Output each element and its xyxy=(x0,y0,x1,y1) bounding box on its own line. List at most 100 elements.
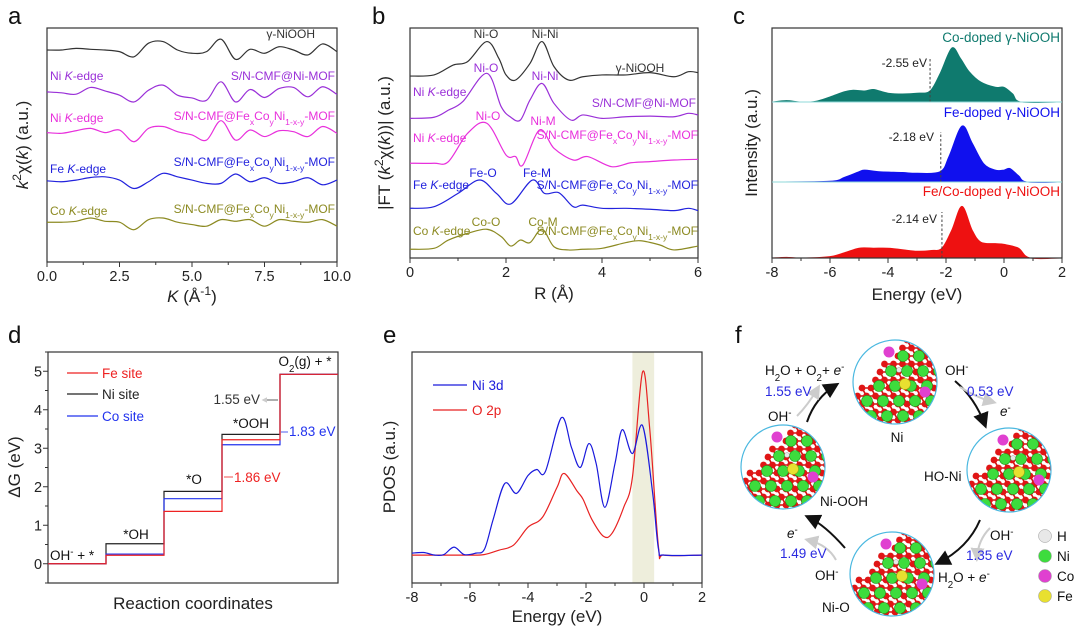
oxygen-atom xyxy=(836,409,843,416)
bond xyxy=(827,433,832,441)
oxygen-atom xyxy=(896,552,903,560)
oxygen-atom xyxy=(828,454,835,461)
oxygen-atom xyxy=(867,384,875,392)
bond xyxy=(737,513,742,521)
nickel-atom xyxy=(943,603,954,614)
bond xyxy=(921,611,928,616)
nickel-atom xyxy=(777,465,789,477)
oxygen-atom xyxy=(828,438,835,445)
panel-b-exafs-r-space: 0 2 4 6 R (Å) |FT (k2χ(k))| (a.u.) Ni-O Ni-… xyxy=(372,27,702,303)
bond xyxy=(836,513,841,521)
oxygen-atom xyxy=(935,376,937,384)
series-area xyxy=(771,205,1063,260)
oxygen-atom xyxy=(981,472,989,480)
bond xyxy=(1042,435,1049,445)
nickel-atom xyxy=(1011,498,1023,510)
oxygen-atom xyxy=(926,344,933,352)
oxygen-atom xyxy=(935,344,937,352)
series-area xyxy=(771,125,1063,183)
nickel-atom xyxy=(987,468,999,480)
bond xyxy=(981,516,986,524)
bond xyxy=(940,548,945,556)
panel-letter-a: a xyxy=(8,3,22,30)
cycle-arrow-icon xyxy=(804,514,846,549)
bond xyxy=(1053,468,1058,476)
bond xyxy=(750,521,755,529)
bond xyxy=(853,603,860,613)
bond xyxy=(859,628,864,635)
bond xyxy=(827,449,832,457)
bond xyxy=(930,595,934,605)
series-label: Fe-doped γ-NiOOH xyxy=(944,105,1060,120)
x-tick-label: -8 xyxy=(406,590,419,606)
oxygen-atom xyxy=(959,497,966,504)
series-area xyxy=(771,47,1063,103)
iron-atom xyxy=(787,463,799,475)
oxygen-atom xyxy=(809,425,817,429)
oxygen-atom xyxy=(964,521,971,528)
bond xyxy=(858,428,863,436)
oxygen-atom xyxy=(940,433,947,440)
edge-label: Ni K-edge xyxy=(50,69,104,83)
bond xyxy=(933,403,937,413)
bond xyxy=(827,513,832,521)
bond xyxy=(1053,484,1058,492)
legend-label: Co xyxy=(1057,569,1074,584)
bond xyxy=(963,516,968,524)
bond xyxy=(741,488,747,498)
nickel-atom xyxy=(1056,484,1067,495)
panel-letter-c: c xyxy=(733,3,745,30)
oxygen-atom xyxy=(909,532,917,536)
oxygen-atom xyxy=(1049,480,1051,488)
oxygen-atom xyxy=(922,433,929,440)
bond xyxy=(925,436,930,444)
oxygen-atom xyxy=(1000,521,1007,528)
product-label: e- xyxy=(787,525,798,542)
x-tick-label: -8 xyxy=(766,265,779,281)
bond xyxy=(885,428,890,436)
oxygen-atom xyxy=(851,600,858,608)
series-line xyxy=(46,172,338,190)
oxygen-atom xyxy=(792,518,799,525)
oxygen-atom xyxy=(881,425,888,432)
bond xyxy=(835,420,840,428)
nickel-atom xyxy=(773,450,785,462)
series-line xyxy=(46,81,338,103)
nickel-atom xyxy=(901,365,913,377)
nickel-atom xyxy=(801,435,813,447)
peak-label: Co-M xyxy=(528,215,557,229)
oxygen-atom xyxy=(823,429,825,437)
bond xyxy=(831,457,836,465)
oxygen-atom xyxy=(919,625,926,632)
nickel-atom xyxy=(922,532,934,539)
bond xyxy=(967,507,973,512)
nickel-atom xyxy=(1031,453,1043,465)
bond xyxy=(728,497,733,505)
oxygen-atom xyxy=(823,445,825,453)
bond xyxy=(870,419,877,424)
panel-letter-e: e xyxy=(383,322,396,349)
series-label: S/N-CMF@FexCoyNi1-x-y-MOF xyxy=(537,128,698,146)
bond xyxy=(827,465,832,473)
bond xyxy=(844,436,849,444)
bond xyxy=(943,404,948,412)
structure-right xyxy=(959,428,1067,532)
nickel-atom xyxy=(917,365,929,377)
reactant-label: OH- xyxy=(990,527,1014,544)
state-label: Ni-O xyxy=(822,600,850,615)
bond xyxy=(749,504,756,509)
series-line xyxy=(409,40,699,82)
bond xyxy=(1021,524,1026,532)
oxygen-atom xyxy=(850,433,857,440)
y-tick-label: 0 xyxy=(34,557,42,573)
oxygen-atom xyxy=(917,425,924,432)
peak-label: Ni-M xyxy=(530,114,555,128)
oxygen-atom xyxy=(876,368,884,376)
oxygen-atom xyxy=(738,518,745,525)
bond xyxy=(904,628,909,635)
step-energy: 1.55 eV xyxy=(765,384,812,399)
nickel-atom xyxy=(797,480,809,492)
bond xyxy=(1057,428,1062,436)
oxygen-atom xyxy=(896,617,903,624)
cobalt-atom xyxy=(880,538,892,550)
